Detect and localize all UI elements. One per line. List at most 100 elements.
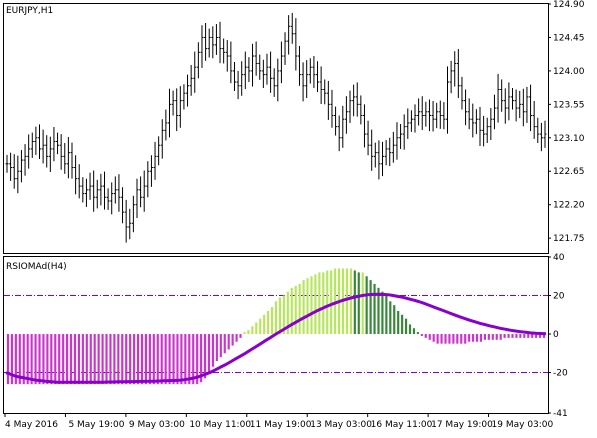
price-bar xyxy=(319,66,323,104)
price-bar xyxy=(240,61,244,96)
price-bar xyxy=(330,89,334,128)
price-bar xyxy=(503,88,507,124)
price-bar xyxy=(294,18,298,71)
price-tick-label: 123.55 xyxy=(553,100,585,110)
indicator-histogram xyxy=(6,268,546,385)
price-bar xyxy=(196,42,200,79)
price-bar xyxy=(518,90,522,119)
indicator-name-label: RSIOMAd(H4) xyxy=(6,262,67,272)
price-bar xyxy=(543,120,547,148)
price-bar xyxy=(478,106,482,146)
price-bar xyxy=(142,170,146,212)
price-tick-label: 124.90 xyxy=(553,0,585,10)
price-bar xyxy=(525,86,529,123)
price-bar xyxy=(507,82,511,121)
indicator-tick-label: 0 xyxy=(553,330,559,340)
time-tick-label: 19 May 03:00 xyxy=(492,420,554,430)
price-bar xyxy=(157,136,161,166)
price-bar xyxy=(52,127,56,162)
price-bar xyxy=(149,155,153,187)
price-bar xyxy=(409,110,413,132)
price-bar xyxy=(381,141,385,177)
price-bar xyxy=(482,115,486,147)
price-bar xyxy=(117,174,121,212)
price-bar xyxy=(225,40,229,72)
price-bar xyxy=(529,84,533,132)
price-bar xyxy=(243,51,247,90)
price-bar xyxy=(305,60,309,99)
price-bar xyxy=(254,41,258,76)
price-bar xyxy=(146,161,150,198)
price-bar xyxy=(258,54,262,80)
price-bar xyxy=(312,56,316,88)
price-bar xyxy=(362,104,366,148)
price-tick-label: 123.10 xyxy=(553,134,585,144)
indicator-signal xyxy=(5,292,547,384)
price-bar xyxy=(232,61,236,91)
price-bar xyxy=(370,129,374,171)
price-bar xyxy=(514,89,518,122)
time-tick-label: 5 May 19:00 xyxy=(68,420,124,430)
time-tick-label: 16 May 11:00 xyxy=(371,420,433,430)
signal-line xyxy=(5,292,547,384)
price-bar xyxy=(388,137,392,167)
price-bar xyxy=(16,155,20,194)
indicator-tick-label: 20 xyxy=(553,292,565,302)
price-bar xyxy=(438,100,442,129)
price-bar xyxy=(186,74,190,107)
price-bar xyxy=(384,140,388,166)
price-bar xyxy=(334,106,338,136)
price-bar xyxy=(12,154,16,189)
price-bar xyxy=(63,142,67,174)
price-bar xyxy=(297,45,301,86)
price-bar xyxy=(352,84,356,117)
price-bar xyxy=(74,155,78,195)
price-bar xyxy=(222,38,226,64)
price-bar xyxy=(308,58,312,84)
price-bar xyxy=(341,105,345,148)
price-bar xyxy=(153,141,157,180)
price-bar xyxy=(272,68,276,97)
price-bar xyxy=(337,115,341,152)
price-bar xyxy=(453,51,457,87)
price-bar xyxy=(402,114,406,150)
symbol-label: EURJPY,H1 xyxy=(6,6,53,16)
price-bar xyxy=(467,98,471,130)
price-bar xyxy=(200,25,204,68)
price-bar xyxy=(66,137,70,179)
time-tick-label: 4 May 2016 xyxy=(5,420,58,430)
price-bar xyxy=(211,26,215,59)
price-bar xyxy=(204,22,208,61)
price-bar xyxy=(449,60,453,94)
price-bar xyxy=(391,131,395,163)
indicator-axis: 40 20 0 -20 -41 xyxy=(548,253,568,419)
price-bar xyxy=(536,117,540,143)
price-bar xyxy=(95,179,99,209)
price-bar xyxy=(178,86,182,128)
time-tick-label: 13 May 03:00 xyxy=(310,420,372,430)
price-bar xyxy=(131,195,135,233)
price-bar xyxy=(326,80,330,120)
indicator-tick-label: 40 xyxy=(553,253,565,263)
price-bar xyxy=(511,87,515,110)
price-bar xyxy=(229,41,233,84)
price-bar xyxy=(110,182,114,215)
price-tick-label: 121.75 xyxy=(553,234,585,244)
price-bar xyxy=(492,94,496,130)
price-tick-label: 122.65 xyxy=(553,167,585,177)
price-bar xyxy=(92,170,96,212)
price-bar xyxy=(214,24,218,55)
indicator-tick-label: -20 xyxy=(553,369,568,379)
price-bar xyxy=(348,90,352,123)
price-bar xyxy=(30,132,34,158)
price-bar xyxy=(276,58,280,102)
price-bar xyxy=(251,43,255,87)
price-bar xyxy=(261,59,265,88)
price-bar xyxy=(23,144,27,176)
price-bar xyxy=(247,57,251,83)
price-bar xyxy=(27,134,31,169)
price-bar xyxy=(88,172,92,200)
price-bar xyxy=(539,122,543,152)
indicator-tick-label: -41 xyxy=(553,409,568,419)
